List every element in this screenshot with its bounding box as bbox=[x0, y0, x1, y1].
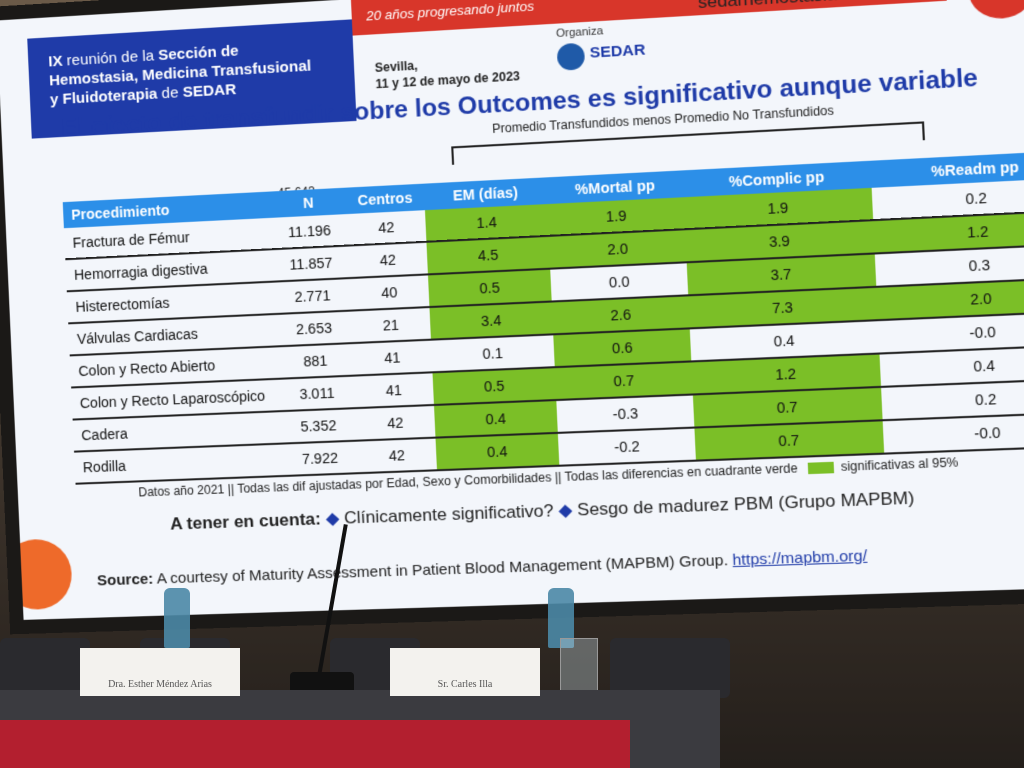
cell-mortal: -0.2 bbox=[558, 428, 696, 466]
cell-n: 11.196 bbox=[271, 214, 348, 249]
nameplate-right-text: Sr. Carles Illa bbox=[438, 679, 493, 690]
water-bottle bbox=[164, 588, 190, 648]
cell-mortal: -0.3 bbox=[557, 394, 695, 432]
cell-centros: 42 bbox=[357, 438, 436, 474]
cell-centros: 42 bbox=[347, 210, 426, 245]
legend-swatch bbox=[808, 462, 834, 474]
organizer-label: Organiza bbox=[556, 25, 604, 40]
nameplate-left-text: Dra. Esther Méndez Arias bbox=[108, 679, 212, 690]
diamond-icon: ◆ bbox=[325, 509, 339, 529]
legend-label: significativas al 95% bbox=[840, 455, 958, 474]
sedar-logo-icon bbox=[557, 43, 586, 71]
cell-em: 0.4 bbox=[434, 400, 559, 438]
water-glass bbox=[560, 638, 598, 698]
city: Sevilla, bbox=[374, 58, 417, 75]
considerations-note: A tener en cuenta: ◆ Clínicamente signif… bbox=[170, 488, 915, 535]
chair bbox=[610, 638, 730, 698]
cell-centros: 40 bbox=[350, 274, 429, 310]
note-item-2: Sesgo de madurez PBM (Grupo MAPBM) bbox=[577, 488, 915, 519]
cell-n: 7.922 bbox=[281, 441, 358, 476]
banner-de: de bbox=[161, 84, 179, 102]
desk-front-cloth bbox=[0, 720, 630, 768]
outcomes-table: Procedimiento N Centros EM (días) %Morta… bbox=[63, 150, 1024, 485]
cell-centros: 41 bbox=[353, 340, 432, 376]
cell-mortal: 0.7 bbox=[555, 361, 693, 400]
tagline: 20 años progresando juntos bbox=[366, 0, 534, 24]
cell-procedimiento: Rodilla bbox=[74, 444, 283, 484]
organizer-name: SEDAR bbox=[589, 41, 645, 62]
cell-em: 3.4 bbox=[429, 301, 554, 339]
note-lead: A tener en cuenta: bbox=[170, 509, 322, 533]
cell-centros: 41 bbox=[354, 372, 433, 408]
chair bbox=[0, 638, 90, 698]
banner-org: SEDAR bbox=[182, 80, 236, 100]
cell-em: 0.1 bbox=[431, 334, 556, 372]
cell-n: 3.011 bbox=[278, 376, 355, 412]
cell-n: 881 bbox=[277, 343, 354, 379]
source-line: Source: A courtesy of Maturity Assessmen… bbox=[97, 547, 868, 589]
nameplate-right: Sr. Carles Illa bbox=[390, 648, 540, 696]
cell-em: 0.4 bbox=[435, 433, 560, 470]
diamond-icon: ◆ bbox=[558, 500, 573, 520]
cell-centros: 42 bbox=[356, 405, 435, 441]
header-n: N bbox=[270, 188, 347, 218]
cell-em: 0.5 bbox=[428, 269, 553, 307]
header-centros: Centros bbox=[346, 184, 425, 214]
cell-n: 2.771 bbox=[274, 278, 351, 314]
event-website: sedarhemostasia2023.com bbox=[698, 0, 919, 13]
source-lead: Source: bbox=[97, 571, 154, 590]
cell-n: 2.653 bbox=[275, 311, 352, 347]
cell-centros: 21 bbox=[351, 307, 430, 343]
cell-n: 11.857 bbox=[272, 246, 349, 282]
banner-edition: IX bbox=[48, 53, 63, 71]
projection-screen: 20 años progresando juntos IX reunión de… bbox=[0, 0, 1024, 620]
banner-section: Sección de bbox=[158, 42, 239, 64]
cell-n: 5.352 bbox=[280, 408, 357, 443]
cell-complic: 0.7 bbox=[695, 420, 884, 460]
event-location: Sevilla, 11 y 12 de mayo de 2023 bbox=[374, 53, 520, 93]
nameplate-left: Dra. Esther Méndez Arias bbox=[80, 648, 240, 696]
cell-em: 0.5 bbox=[432, 367, 557, 405]
note-item-1: Clínicamente significativo? bbox=[344, 501, 554, 528]
source-link[interactable]: https://mapbm.org/ bbox=[732, 547, 867, 569]
tagline-bar: 20 años progresando juntos bbox=[351, 0, 947, 36]
anniversary-logo-icon bbox=[967, 0, 1024, 20]
source-text: A courtesy of Maturity Assessment in Pat… bbox=[156, 552, 728, 588]
cell-centros: 42 bbox=[348, 242, 427, 278]
